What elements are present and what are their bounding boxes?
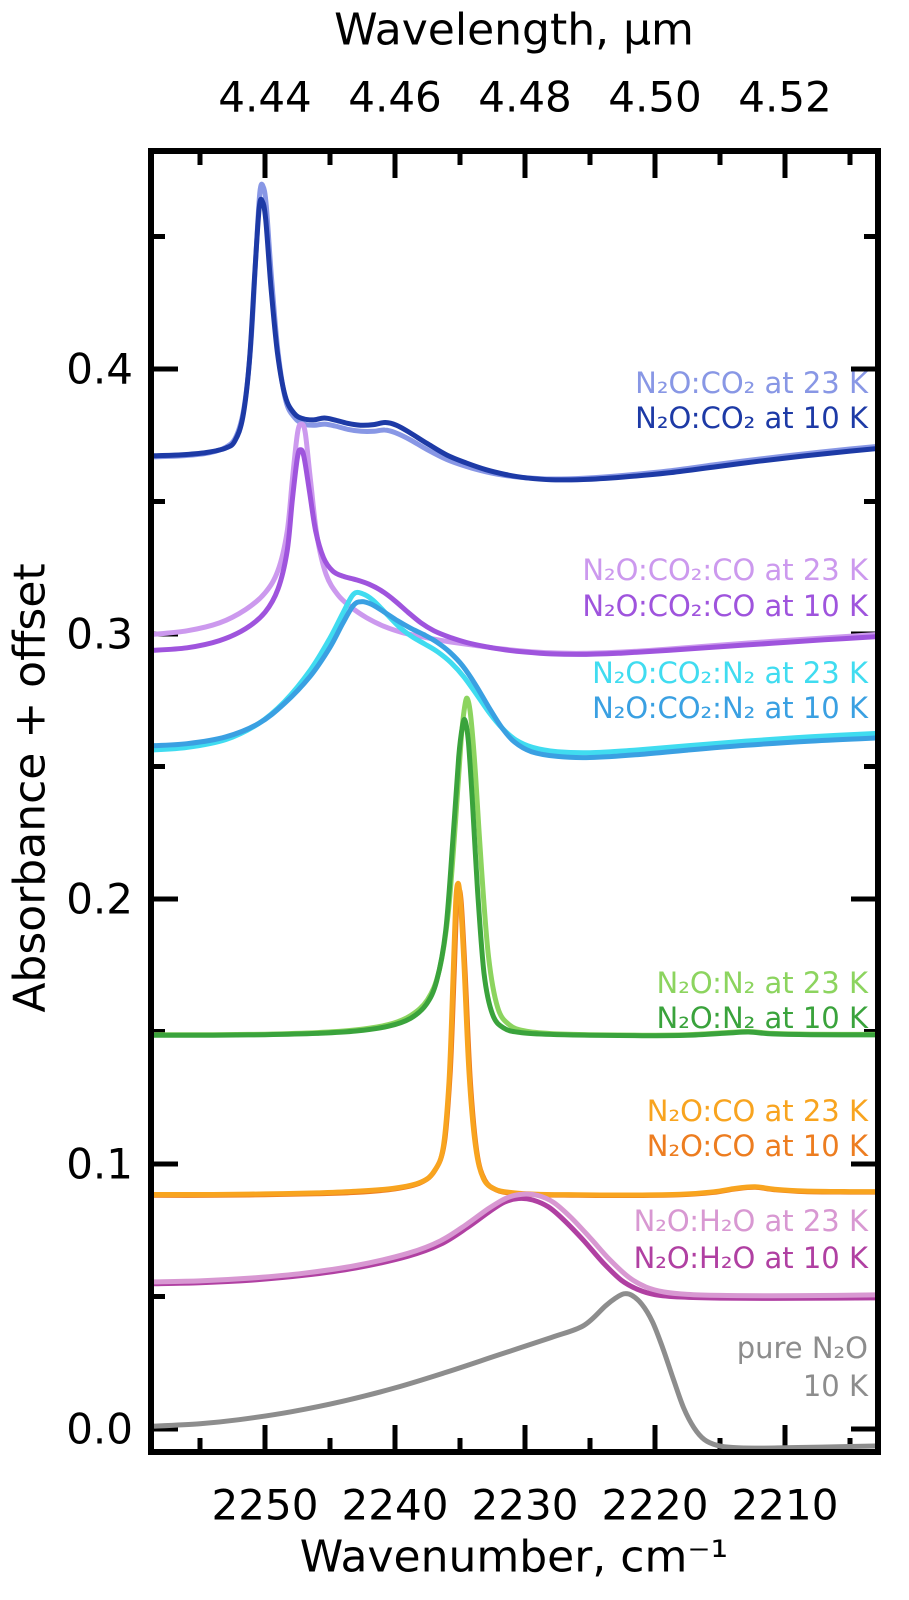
legend-n2o-co2-n2-23k: N₂O:CO₂:N₂ at 23 K [592,656,868,690]
top-tick-label: 4.46 [348,72,442,122]
legend-n2o-h2o-23k: N₂O:H₂O at 23 K [633,1204,868,1238]
curve-n2o-co2-n2-10k [154,599,875,761]
bottom-tick-label: 2230 [471,1480,579,1530]
bottom-tick-label: 2210 [731,1480,839,1530]
spectra-curves [154,181,875,1449]
y-tick-label: 0.0 [66,1404,133,1454]
bottom-axis-title: Wavenumber, cm⁻¹ [299,1531,729,1583]
y-tick-label: 0.4 [66,344,133,394]
curve-pure-n2o-10k [154,1291,875,1449]
axis-ticks [154,154,875,1449]
curve-n2o-co2-10k [154,196,875,483]
legend-n2o-co-23k: N₂O:CO at 23 K [646,1094,868,1128]
legend-n2o-co2-10k: N₂O:CO₂ at 10 K [635,401,868,435]
top-axis-title: Wavelength, μm [334,4,694,56]
curve-n2o-n2-10k [154,716,875,1039]
bottom-tick-label: 2220 [601,1480,709,1530]
y-tick-label: 0.3 [66,609,133,659]
legend-n2o-co-10k: N₂O:CO at 10 K [646,1129,868,1163]
legend-pure-n2o-10k: pure N₂O [736,1331,868,1365]
curve-n2o-co2-co-10k [154,447,875,657]
legend-pure-n2o-10k: 10 K [802,1369,868,1403]
y-tick-label: 0.2 [66,874,133,924]
bottom-tick-label: 2240 [341,1480,449,1530]
legend-n2o-h2o-10k: N₂O:H₂O at 10 K [633,1241,868,1275]
top-tick-label: 4.52 [738,72,832,122]
top-tick-label: 4.48 [478,72,572,122]
legend-n2o-co2-23k: N₂O:CO₂ at 23 K [635,366,868,400]
top-tick-label: 4.44 [218,72,312,122]
legend-n2o-n2-10k: N₂O:N₂ at 10 K [656,1001,868,1035]
y-axis-title: Absorbance + offset [4,563,56,1013]
plot-frame [148,148,881,1455]
legend-n2o-co2-co-10k: N₂O:CO₂:CO at 10 K [582,589,868,623]
legend-n2o-co2-co-23k: N₂O:CO₂:CO at 23 K [582,553,868,587]
curve-n2o-co-23k [154,880,875,1198]
legend-n2o-co2-n2-10k: N₂O:CO₂:N₂ at 10 K [592,691,868,725]
y-tick-label: 0.1 [66,1139,133,1189]
curve-n2o-co2-n2-23k [154,589,875,756]
top-tick-label: 4.50 [608,72,702,122]
curve-n2o-h2o-23k [154,1191,875,1299]
legend-n2o-n2-23k: N₂O:N₂ at 23 K [656,966,868,1000]
bottom-tick-label: 2250 [211,1480,319,1530]
